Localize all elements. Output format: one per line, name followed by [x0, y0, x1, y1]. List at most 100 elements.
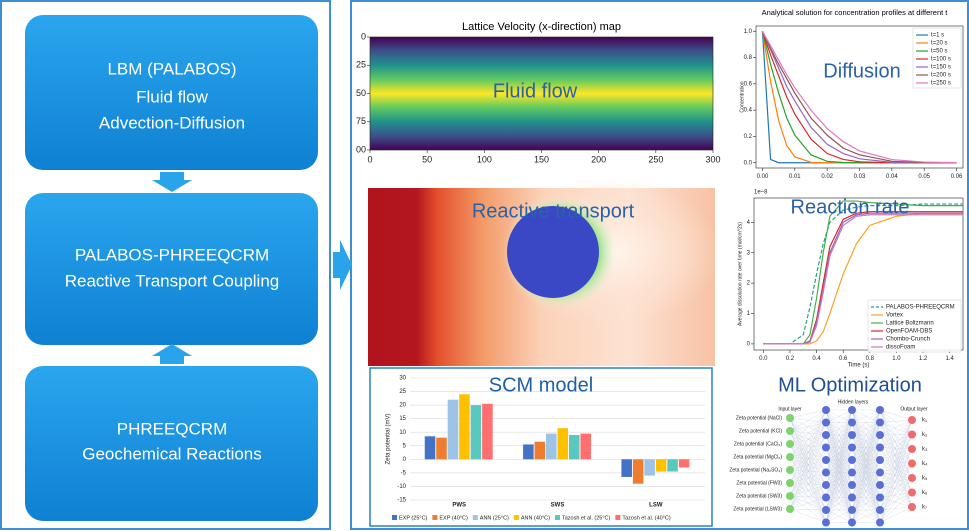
connection: [851, 409, 881, 486]
workflow-box: [25, 15, 318, 170]
connection: [789, 508, 827, 523]
connection: [879, 419, 913, 486]
connection: [789, 472, 827, 510]
connection: [789, 430, 827, 511]
layer-label: Hidden layers: [838, 399, 869, 405]
connection: [879, 409, 913, 464]
hidden-node: [822, 481, 830, 489]
connection: [879, 434, 913, 461]
hidden-node: [876, 481, 884, 489]
connection: [825, 459, 853, 523]
connection: [879, 459, 913, 493]
connection: [851, 497, 881, 523]
legend-box: [912, 27, 962, 89]
chart-title: Lattice Velocity (x-direction) map: [462, 21, 621, 33]
connection: [789, 434, 827, 458]
box-text: Advection-Diffusion: [99, 113, 245, 132]
hidden-node: [848, 456, 856, 464]
connection: [789, 430, 827, 498]
connection: [879, 409, 913, 435]
bar: [568, 434, 580, 460]
connection: [789, 482, 827, 523]
x-tick-label: 200: [591, 155, 606, 165]
legend-label: EXP (40°C): [439, 515, 468, 521]
hidden-node: [822, 443, 830, 452]
connection: [879, 472, 913, 479]
connection: [789, 469, 827, 486]
connection: [879, 477, 913, 498]
y-tick-label: 2: [747, 281, 751, 287]
y-tick-label: 20: [399, 403, 406, 409]
connection: [789, 409, 827, 497]
connection: [879, 419, 913, 523]
hidden-node: [848, 443, 856, 452]
bar: [632, 459, 644, 484]
connection: [789, 434, 827, 445]
connection: [789, 422, 827, 445]
connection: [825, 472, 853, 523]
legend-label: t=100 s: [931, 57, 951, 63]
connection: [879, 463, 913, 498]
output-label: k₇: [922, 505, 927, 511]
connection: [879, 422, 913, 435]
box-text: Reactive Transport Coupling: [65, 271, 280, 290]
bar: [667, 459, 678, 472]
connection: [879, 506, 913, 511]
connection: [879, 448, 913, 461]
connection: [789, 447, 827, 510]
connection: [789, 417, 827, 498]
output-node: [908, 430, 916, 439]
connection: [851, 509, 881, 523]
hidden-node: [876, 456, 884, 464]
y-axis-label: Concentration: [739, 81, 745, 112]
hidden-node: [822, 456, 830, 464]
connection: [851, 434, 881, 523]
connection: [789, 456, 827, 486]
hidden-node: [822, 406, 830, 414]
output-label: k₂: [922, 432, 928, 438]
connection: [825, 509, 853, 523]
legend-label: t=1 s: [931, 33, 944, 39]
connection: [851, 409, 881, 511]
connection: [789, 443, 827, 498]
input-label: Zeta potential (FW3): [736, 480, 782, 486]
y-tick-label: 50: [356, 88, 366, 98]
connection: [825, 409, 853, 448]
connection: [789, 456, 827, 473]
hidden-node: [876, 518, 884, 527]
connection: [825, 409, 853, 436]
connection: [825, 484, 853, 523]
connection: [789, 430, 827, 448]
connection: [879, 419, 913, 461]
connection: [879, 447, 913, 493]
connection: [789, 422, 827, 510]
legend-swatch: [472, 515, 478, 520]
y-tick-label: 3: [747, 250, 751, 256]
x-tick-label: 0.0: [759, 356, 768, 362]
arrow-up: [152, 344, 192, 364]
connection: [851, 472, 881, 523]
connection: [879, 448, 913, 473]
panel-label: Reactive transport: [472, 200, 635, 222]
connection: [879, 422, 913, 464]
connection: [789, 469, 827, 511]
legend-swatch: [615, 515, 621, 520]
connection: [879, 477, 913, 523]
workflow-box: [25, 366, 318, 521]
scm-box: [369, 367, 713, 527]
hidden-node: [848, 431, 856, 439]
connection: [789, 430, 827, 473]
connection: [789, 456, 827, 498]
series-line: [763, 203, 963, 345]
hidden-node: [848, 406, 856, 414]
bar: [534, 441, 546, 460]
y-tick-label: 00: [356, 144, 366, 154]
input-label: Zeta potential (NaCl): [736, 415, 782, 421]
legend-label: Tazosh et al. (25°C): [562, 515, 611, 521]
x-tick-label: 250: [648, 155, 663, 165]
bar: [436, 437, 447, 460]
connection: [879, 447, 913, 450]
connection: [879, 447, 913, 508]
connection: [879, 419, 913, 498]
connection: [879, 419, 913, 448]
